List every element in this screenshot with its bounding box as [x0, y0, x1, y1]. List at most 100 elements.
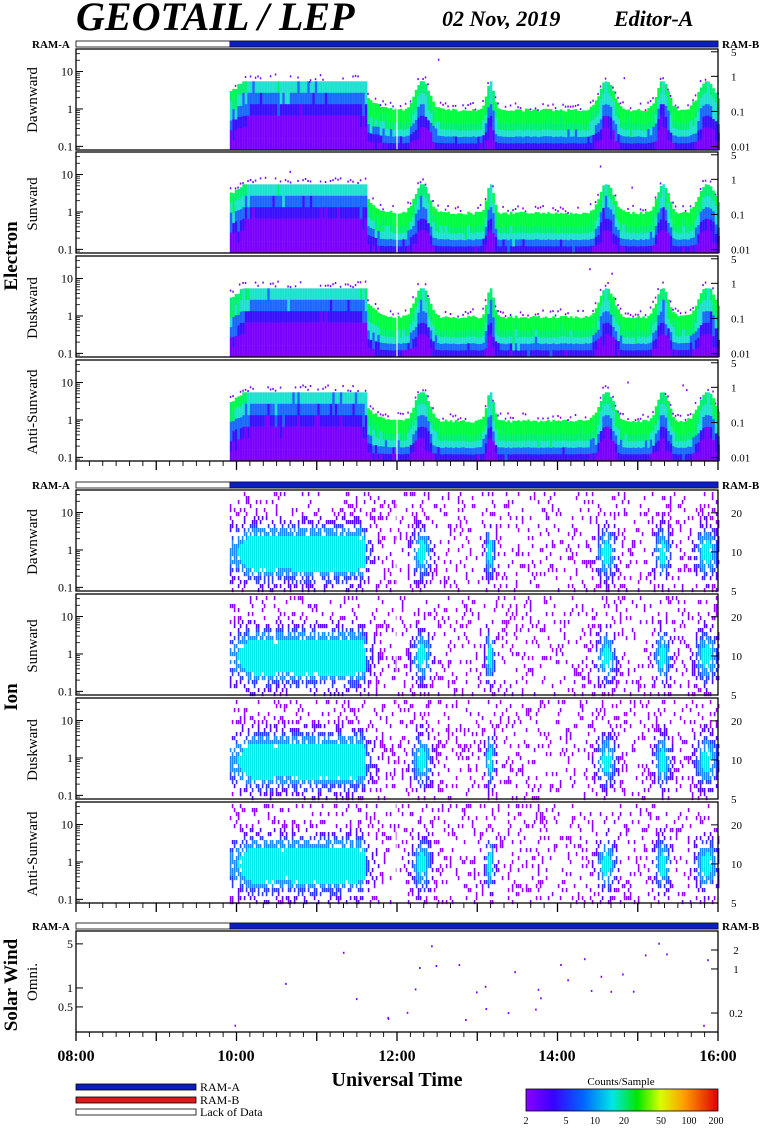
ion-sunward-left-tick-label: 10 [61, 610, 73, 624]
ion-dawnward-spectrogram [229, 492, 720, 593]
group-label-electron: Electron [1, 221, 22, 291]
solar-wind-point [406, 1011, 409, 1014]
solar-wind-point [476, 991, 478, 994]
electron-duskward-right-tick-label: 0.01 [731, 349, 750, 361]
ion-duskward-spectrogram [229, 700, 720, 801]
colorbar-tick-100: 100 [682, 1116, 697, 1127]
solar-wind-point [485, 1008, 488, 1010]
electron-anti-sunward-axes: 0.1 1 10 0.01 0.1 1 5 [58, 358, 750, 465]
ion-duskward-left-tick-label: 10 [61, 714, 73, 728]
panel-label-electron-dawnward: Dawnward [25, 67, 41, 133]
legend-ram-b-swatch [75, 1096, 197, 1104]
ion-anti-sunward-left-tick-label: 1 [67, 855, 73, 869]
ion-dawnward-left-tick-label: 1 [67, 543, 73, 557]
electron-sunward-left-tick-label: 10 [61, 168, 73, 182]
solar-wind-point [342, 951, 345, 954]
panel-label-solar-wind-omni: Omni. [25, 963, 41, 1001]
panel-label-ion-duskward: Duskward [25, 719, 41, 781]
solar-wind-point [458, 964, 461, 967]
ion-duskward-right-tick-label: 20 [731, 716, 743, 728]
ion-sunward-frame [75, 593, 719, 696]
solar-wind-point [610, 990, 613, 993]
ion-duskward-left-tick-label: 0.1 [58, 788, 73, 802]
electron-anti-sunward-spectrogram [229, 381, 720, 462]
x-tick-1600: 16:00 [699, 1048, 736, 1065]
electron-anti-sunward-left-tick-label: 0.1 [58, 450, 73, 464]
solar-wind-omni-axes: 0.5 1 5 0.2 1 2 [58, 930, 743, 1033]
ion-sunward-right-tick-label: 20 [731, 612, 743, 624]
ion-dawnward-right-tick-label: 20 [731, 508, 743, 520]
x-tick-1200: 12:00 [378, 1048, 415, 1065]
x-tick-0800: 08:00 [57, 1048, 94, 1065]
ion-dawnward-left-tick-label: 0.1 [58, 580, 73, 594]
colorbar-tick-50: 50 [656, 1116, 666, 1127]
x-axis-title: Universal Time [332, 1069, 463, 1091]
electron-duskward-spectrogram [229, 268, 720, 358]
ion-sunward-left-tick-label: 0.1 [58, 684, 73, 698]
electron-duskward-axes: 0.1 1 10 0.01 0.1 1 5 [58, 254, 750, 361]
legend-lack-label: Lack of Data [200, 1105, 263, 1119]
solar-wind-right-tick-label: 1 [733, 964, 739, 976]
ion-sunward-right-tick-label: 10 [731, 651, 743, 663]
group-label-ion: Ion [1, 683, 22, 711]
solar-wind-point [387, 1016, 389, 1019]
ion-anti-sunward-right-tick-label: 10 [731, 859, 743, 871]
panel-label-electron-duskward: Duskward [25, 277, 41, 339]
solar-wind-point [431, 945, 433, 948]
solar-wind-point [622, 973, 624, 976]
solar-wind-point [355, 998, 358, 1001]
electron-dawnward-axes: 0.1 1 10 0.01 0.1 1 5 [58, 47, 750, 154]
solar-wind-point [535, 1008, 537, 1011]
panel-label-ion-dawnward: Dawnward [25, 509, 41, 575]
electron-sunward-right-tick-label: 0.1 [731, 209, 745, 221]
solar-wind-point [435, 965, 438, 967]
solar-wind-point [567, 979, 569, 982]
electron-sunward-right-tick-label: 1 [731, 174, 737, 186]
solar-wind-point [666, 953, 668, 956]
solar-wind-left-tick-label: 5 [67, 937, 73, 951]
electron-duskward-left-tick-label: 10 [61, 272, 73, 286]
ram-a-bar-solar-wind [229, 922, 719, 930]
solar-wind-right-tick-label: 2 [733, 945, 739, 957]
solar-wind-point [540, 997, 542, 1000]
solar-wind-point [644, 954, 647, 957]
electron-sunward-axes: 0.1 1 10 0.01 0.1 1 5 [58, 150, 750, 257]
electron-anti-sunward-right-tick-label: 1 [731, 382, 737, 394]
ion-duskward-right-tick-label: 10 [731, 755, 743, 767]
panel-label-ion-sunward: Sunward [25, 619, 41, 673]
solar-wind-point [658, 942, 660, 945]
legend-lack-swatch [75, 1108, 197, 1116]
electron-dawnward-spectrogram [229, 58, 720, 151]
solar-wind-point [414, 988, 417, 991]
solar-wind-point [234, 1024, 237, 1027]
electron-sunward-right-tick-label: 0.01 [731, 245, 750, 257]
ram-a-bar-electron [229, 40, 719, 48]
ion-duskward-frame [75, 697, 719, 800]
ion-dawnward-left-tick-label: 10 [61, 506, 73, 520]
electron-dawnward-right-tick-label: 0.1 [731, 106, 745, 118]
chart-title: GEOTAIL / LEP [76, 0, 355, 39]
ion-sunward-left-tick-label: 1 [67, 647, 73, 661]
electron-dawnward-left-tick-label: 0.1 [58, 139, 73, 153]
electron-anti-sunward-left-tick-label: 10 [61, 376, 73, 390]
electron-time-ticks [75, 461, 719, 470]
ram-b-label-electron: RAM-B [722, 39, 760, 51]
solar-wind-point [537, 988, 540, 991]
ion-anti-sunward-right-tick-label: 20 [731, 820, 743, 832]
panel-label-electron-sunward: Sunward [25, 177, 41, 231]
colorbar-tick-200: 200 [709, 1116, 724, 1127]
electron-dawnward-frame [75, 48, 719, 151]
electron-anti-sunward-left-tick-label: 1 [67, 413, 73, 427]
ion-sunward-spectrogram [229, 596, 720, 697]
ram-b-label-ion: RAM-B [722, 480, 760, 492]
solar-wind-point [285, 982, 287, 985]
solar-wind-omni-plot [234, 942, 709, 1027]
legend-ram-a-label: RAM-A [200, 1080, 240, 1094]
ram-b-label-solar-wind: RAM-B [722, 921, 760, 933]
electron-sunward-right-tick-label: 5 [731, 150, 737, 162]
electron-anti-sunward-right-tick-label: 5 [731, 358, 737, 370]
ion-dawnward-right-tick-label: 5 [731, 586, 737, 598]
colorbar-tick-5: 5 [564, 1116, 569, 1127]
ram-a-label-solar-wind: RAM-A [32, 921, 70, 933]
colorbar-tick-20: 20 [619, 1116, 629, 1127]
